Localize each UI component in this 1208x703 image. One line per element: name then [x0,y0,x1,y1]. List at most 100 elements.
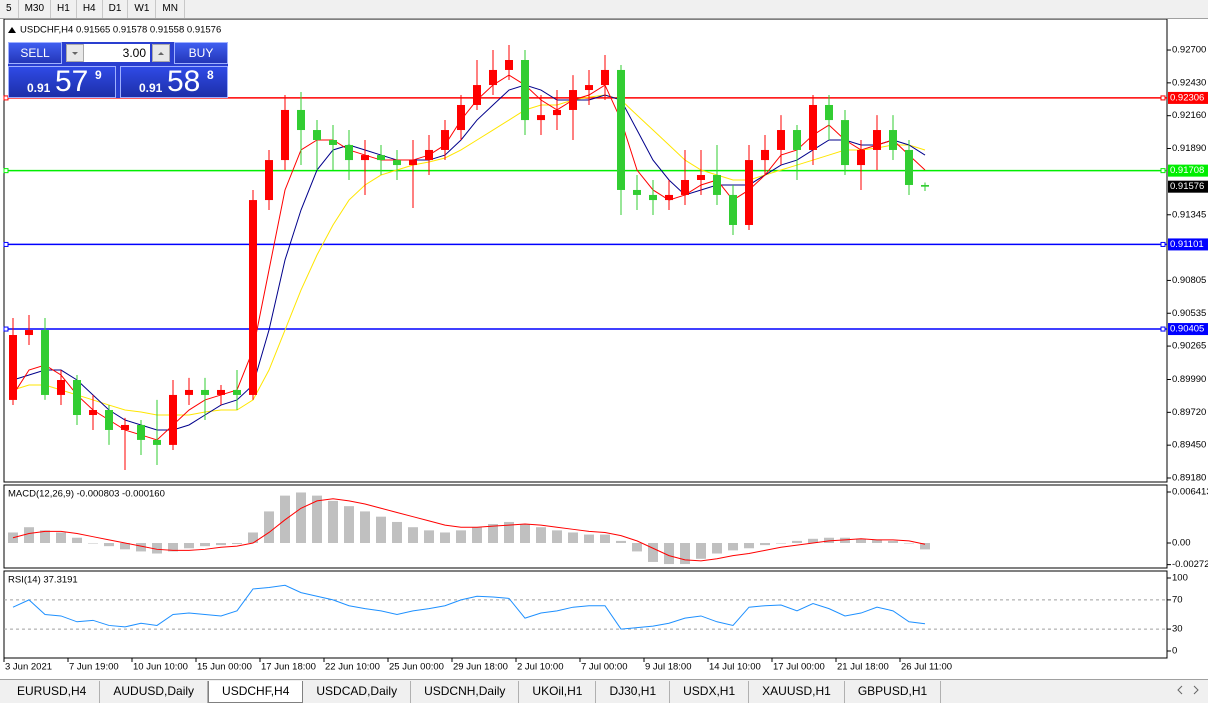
candle-body [313,130,321,140]
candle-body [393,160,401,166]
macd-bar [24,527,34,543]
bid-point: 9 [95,68,102,82]
y-tick-label: 0.92700 [1172,45,1206,56]
candle-body [361,155,369,161]
macd-bar [296,492,306,543]
candle-body [441,130,449,150]
timeframe-button[interactable]: MN [156,0,185,18]
macd-bar [312,495,322,543]
candle-body [905,149,913,185]
candle-body [729,194,737,225]
macd-bar [72,537,82,543]
candle-body [809,104,817,150]
lots-decrease[interactable] [66,44,84,62]
macd-bar [40,530,50,543]
lots-increase[interactable] [152,44,170,62]
y-tick-label: 0 [1172,646,1177,657]
chart-tab[interactable]: USDCHF,H4 [208,681,304,703]
macd-bar [136,542,146,552]
macd-bar [104,542,114,547]
macd-bar [568,532,578,543]
scroll-left[interactable] [1177,685,1183,695]
candle-body [153,439,161,445]
chart-tab[interactable]: UKOil,H1 [519,681,597,703]
candle-body [25,330,33,336]
macd-bar [888,540,898,543]
y-tick-label: 0.92430 [1172,77,1206,88]
collapse-icon[interactable] [8,27,16,33]
macd-bar [344,506,354,543]
bid-price[interactable]: 0.91 57 9 [8,65,116,98]
macd-bar [664,542,674,565]
scroll-right[interactable] [1193,685,1199,695]
chart-tab[interactable]: EURUSD,H4 [4,681,101,703]
chart-tab[interactable]: USDX,H1 [670,681,750,703]
timeframe-button[interactable]: H4 [77,0,103,18]
y-tick-label: 0.90265 [1172,341,1206,352]
rsi-panel-frame [3,570,1168,659]
candle-body [617,69,625,190]
level-handle [3,241,9,247]
moving-average [12,94,926,416]
macd-bar [680,542,690,565]
candle-body [713,175,721,195]
buy-button[interactable]: BUY [174,42,228,64]
level-handle [3,168,9,174]
chart-tab[interactable]: DJ30,H1 [596,681,671,703]
ask-price[interactable]: 0.91 58 8 [120,65,228,98]
macd-bar [424,530,434,543]
candle-body [425,149,433,161]
chart-tab[interactable]: GBPUSD,H1 [845,681,942,703]
level-handle [1160,241,1166,247]
level-price-box [1168,91,1208,104]
x-tick-label: 7 Jul 00:00 [581,662,627,673]
panel-title: MACD(12,26,9) -0.000803 -0.000160 [8,489,165,500]
candle-body [57,379,65,395]
timeframe-button[interactable]: M30 [19,0,52,18]
main-panel-frame [3,18,1168,483]
y-tick-label: 0.89450 [1172,440,1206,451]
candle-body [665,194,673,201]
y-tick-label: 30 [1172,624,1183,635]
macd-bar [728,542,738,551]
x-tick-label: 25 Jun 00:00 [389,662,444,673]
macd-bar [616,540,626,543]
timeframe-button[interactable]: W1 [128,0,157,18]
candle-body [825,104,833,121]
macd-bar [520,524,530,543]
candle-body [265,160,273,201]
rsi-line [12,584,926,630]
candle-body [249,200,257,395]
x-tick-label: 15 Jun 00:00 [197,662,252,673]
y-tick-label: 0.90535 [1172,308,1206,319]
y-tick-label: 0.89990 [1172,374,1206,385]
x-tick-label: 22 Jun 10:00 [325,662,380,673]
arrow-down-icon [72,52,78,55]
macd-bar [472,527,482,543]
candle-body [633,189,641,195]
x-tick-label: 14 Jul 10:00 [709,662,761,673]
macd-bar [408,527,418,543]
timeframe-button[interactable]: 5 [0,0,19,18]
macd-bar [88,542,98,544]
level-price-box [1168,164,1208,177]
current-price-label: 0.91576 [1170,181,1204,192]
moving-average [12,84,926,431]
chart-tab[interactable]: XAUUSD,H1 [749,681,845,703]
macd-bar [872,539,882,543]
candle-body [553,109,561,116]
x-tick-label: 17 Jun 18:00 [261,662,316,673]
lots-input[interactable]: 3.00 [84,44,150,62]
chart-tab[interactable]: USDCNH,Daily [411,681,520,703]
x-tick-label: 26 Jul 11:00 [901,662,952,673]
timeframe-button[interactable]: D1 [103,0,129,18]
sell-button[interactable]: SELL [8,42,62,64]
timeframe-button[interactable]: H1 [51,0,77,18]
x-tick-label: 21 Jul 18:00 [837,662,889,673]
chart-tab[interactable]: AUDUSD,Daily [100,681,209,703]
y-tick-label: 0.91345 [1172,209,1206,220]
candle-body [489,69,497,86]
x-tick-label: 10 Jun 10:00 [133,662,188,673]
chart-tab[interactable]: USDCAD,Daily [303,681,412,703]
x-tick-label: 9 Jul 18:00 [645,662,691,673]
